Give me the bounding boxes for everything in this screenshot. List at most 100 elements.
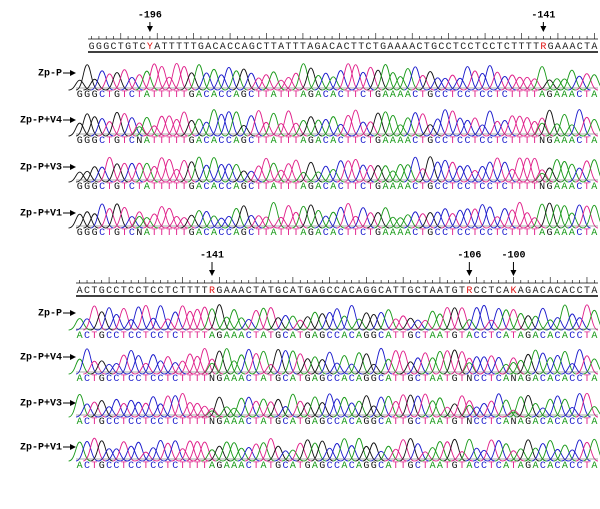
peak (120, 216, 144, 229)
trace (68, 304, 600, 331)
peak (411, 113, 435, 137)
peak (143, 165, 166, 183)
peak (178, 310, 202, 331)
peak (252, 307, 275, 331)
arrow-head (70, 70, 76, 76)
peak (344, 158, 367, 183)
peak (128, 211, 151, 229)
peak (502, 309, 525, 331)
peak (156, 356, 180, 375)
peak (254, 157, 278, 183)
peak (448, 209, 472, 229)
peak (441, 110, 464, 137)
peak (530, 122, 554, 137)
sample-label: Zp-P (38, 309, 62, 320)
peak (325, 398, 349, 418)
peak (433, 109, 457, 137)
peak (333, 438, 356, 462)
peak (150, 206, 174, 229)
peak (421, 447, 444, 462)
peak (472, 356, 496, 375)
position-label: -141 (531, 11, 555, 22)
peak (187, 64, 211, 91)
peak (428, 350, 452, 375)
trace (68, 109, 600, 137)
trace (68, 437, 600, 462)
peak (318, 393, 341, 418)
peak (561, 449, 584, 462)
peak (362, 405, 385, 418)
peak (366, 112, 390, 137)
peak (299, 161, 323, 183)
sequence: GGGCTGTCNATTTTTGACACCAGCTTATTTAGACACTTCT… (77, 136, 598, 147)
peak (202, 109, 226, 137)
peak (456, 165, 479, 183)
peak (441, 213, 464, 229)
peak (274, 350, 297, 375)
peak (553, 350, 577, 375)
peak (112, 441, 135, 462)
peak (539, 398, 562, 418)
sequence: ACTGCCTCCTCCTCTTTTAGAAACTATGCATGAGCCACAG… (77, 331, 598, 342)
peak (329, 70, 353, 91)
peak (478, 65, 502, 91)
trace (68, 63, 600, 91)
peak (414, 352, 437, 375)
peak (259, 438, 283, 462)
peak (487, 393, 510, 418)
peak (135, 162, 159, 183)
peak (377, 395, 400, 418)
peak (524, 315, 547, 331)
peak (553, 444, 577, 462)
peak (517, 315, 540, 331)
peak (426, 161, 449, 183)
peak (389, 163, 412, 183)
peak (381, 72, 405, 91)
peak (208, 304, 231, 331)
peak (180, 72, 203, 91)
peak (244, 443, 268, 462)
peak (252, 442, 275, 462)
peak (134, 304, 158, 331)
peak (583, 309, 600, 331)
peak (524, 402, 547, 418)
peak (164, 311, 187, 331)
arrow-head (146, 26, 153, 32)
peak (299, 116, 323, 137)
peak (142, 317, 165, 331)
peak (428, 397, 452, 418)
peak (171, 360, 194, 375)
peak (560, 212, 584, 229)
peak (157, 207, 181, 229)
peak (202, 215, 226, 229)
peak (262, 71, 285, 91)
peak (178, 353, 202, 375)
peak (403, 66, 427, 91)
peak (421, 310, 444, 331)
peak (568, 349, 591, 375)
peak (105, 111, 129, 137)
peak (289, 353, 312, 375)
peak (508, 201, 532, 229)
peak (583, 358, 600, 375)
peak (269, 123, 293, 137)
peak (200, 308, 224, 331)
peak (448, 77, 472, 91)
peak (381, 115, 405, 137)
peak (149, 360, 172, 375)
peak (193, 347, 216, 375)
peak (180, 161, 203, 183)
peak (105, 398, 128, 418)
peak (307, 119, 330, 137)
peak (200, 358, 224, 375)
peak (568, 204, 591, 229)
peak (523, 78, 546, 91)
position-label: -106 (457, 251, 481, 262)
trace (68, 347, 600, 375)
peak (277, 110, 300, 137)
peak (217, 111, 241, 137)
peak (303, 442, 327, 462)
peak (128, 215, 151, 229)
peak (311, 440, 334, 462)
